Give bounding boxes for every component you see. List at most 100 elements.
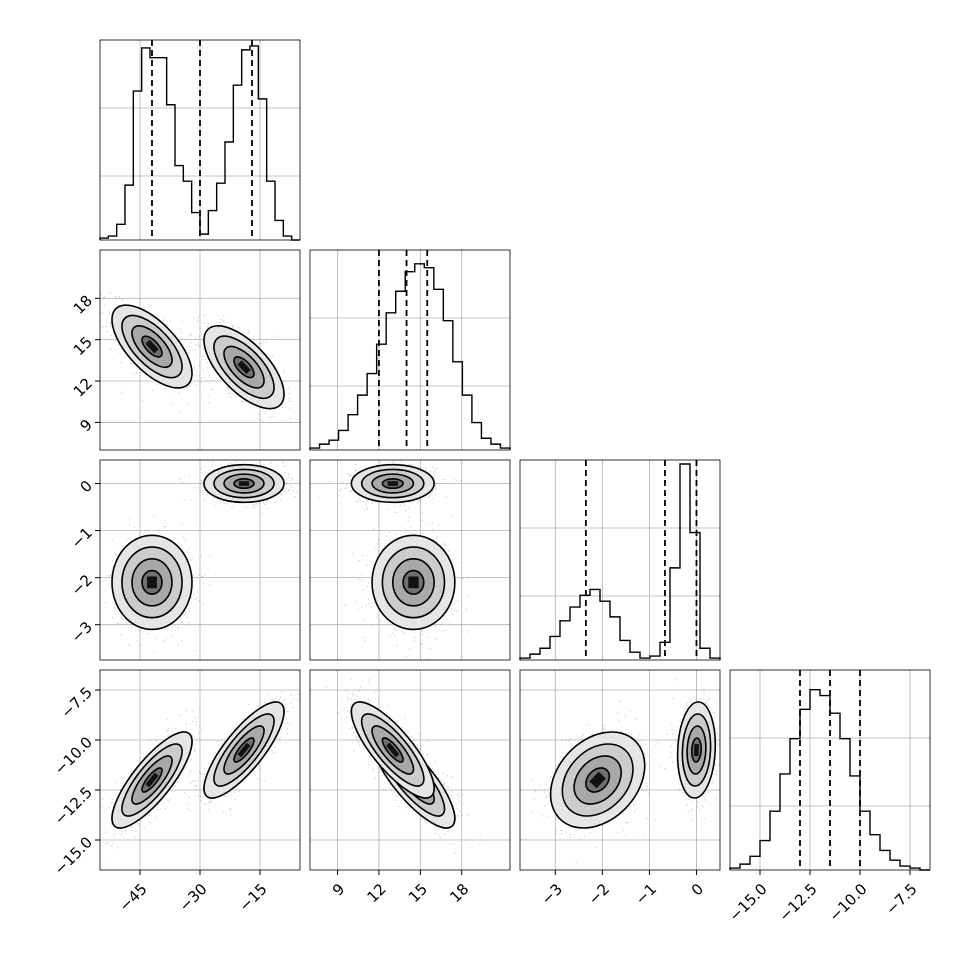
contour-line — [213, 468, 275, 499]
x-tick-label: −2 — [585, 880, 613, 908]
x-tick-label: 12 — [363, 880, 389, 906]
scatter-panel-0-3 — [99, 669, 301, 871]
contour-line — [360, 713, 425, 787]
contour-line — [371, 725, 415, 775]
contour-line — [381, 478, 404, 490]
panel-frame — [729, 669, 931, 871]
contour-line — [350, 701, 435, 799]
contour-line — [690, 737, 702, 763]
x-tick-label: −45 — [116, 880, 151, 915]
x-tick-label: −1 — [632, 880, 660, 908]
contour-line — [141, 335, 163, 358]
contour-line — [111, 304, 193, 389]
contour-line — [233, 356, 255, 379]
contour-line — [391, 558, 435, 607]
contour-line — [233, 478, 255, 490]
panel-frame — [309, 249, 511, 451]
contour-line — [121, 743, 183, 817]
contour-line — [131, 755, 173, 805]
density-peak — [408, 576, 419, 589]
contour-line — [111, 534, 193, 631]
contour-line — [676, 701, 717, 799]
density-peak — [237, 360, 251, 375]
contour-line — [381, 546, 446, 619]
x-tick-label: −15 — [236, 880, 271, 915]
x-tick-label: −7.5 — [882, 880, 920, 918]
contour-line — [573, 755, 622, 805]
panel-frame — [99, 459, 301, 661]
contour-line — [111, 731, 193, 829]
contour-line — [131, 325, 173, 369]
contour-line — [223, 725, 265, 775]
contour-line — [360, 468, 425, 499]
x-tick-label: −10.0 — [826, 880, 871, 925]
contour-line — [371, 534, 456, 631]
x-tick-label: −15.0 — [726, 880, 771, 925]
y-tick-label: 18 — [70, 292, 96, 318]
contour-line — [549, 731, 646, 829]
histogram-2 — [519, 463, 721, 660]
contour-line — [121, 314, 183, 379]
x-tick-label: 0 — [688, 880, 707, 899]
panel-frame — [309, 669, 511, 871]
contour-line — [141, 569, 163, 595]
panel-frame — [309, 459, 511, 661]
y-tick-label: −7.5 — [58, 683, 96, 721]
contour-line — [203, 463, 285, 504]
x-tick-label: −30 — [176, 880, 211, 915]
y-tick-label: 0 — [77, 477, 96, 496]
panel-frame — [99, 39, 301, 241]
contour-line — [381, 737, 404, 763]
density-peak — [145, 339, 159, 354]
contour-line — [131, 558, 173, 607]
contour-line — [223, 345, 265, 389]
contour-line — [213, 335, 275, 400]
contour-line — [686, 725, 707, 775]
panel-frame — [519, 459, 721, 661]
contour-line — [213, 713, 275, 787]
density-peak — [693, 743, 700, 757]
scatter-panel-2-3 — [519, 669, 721, 871]
panel-frame — [519, 669, 721, 871]
contour-line — [203, 325, 285, 410]
hist-panel-0 — [99, 39, 301, 241]
y-tick-label: −10.0 — [51, 733, 96, 778]
y-tick-label: 9 — [77, 416, 96, 435]
panel-frame — [99, 249, 301, 451]
contour-line — [371, 473, 415, 494]
y-tick-label: −12.5 — [51, 783, 96, 828]
contour-line — [121, 546, 183, 619]
density-peak — [589, 771, 606, 789]
y-tick-label: 12 — [70, 374, 96, 400]
y-tick-label: −3 — [68, 618, 96, 646]
hist-panel-1 — [309, 249, 511, 451]
histogram-1 — [309, 263, 511, 450]
contour-line — [141, 767, 163, 793]
contour-line — [402, 569, 425, 595]
density-peak — [145, 772, 159, 788]
contour-line — [585, 767, 611, 793]
contour-line — [561, 743, 634, 817]
hist-panel-3 — [729, 669, 931, 871]
contour-line — [203, 701, 285, 799]
density-peak — [387, 481, 398, 486]
hist-panel-2 — [519, 459, 721, 661]
density-peak — [239, 481, 249, 486]
density-peak — [147, 576, 157, 589]
density-peak — [237, 742, 251, 758]
x-tick-label: 15 — [405, 880, 431, 906]
scatter-panel-1-3 — [309, 669, 511, 871]
scatter-panel-0-2 — [99, 459, 301, 661]
y-tick-label: −1 — [68, 524, 96, 552]
y-tick-label: −15.0 — [51, 833, 96, 878]
x-tick-label: −3 — [538, 880, 566, 908]
contour-line — [681, 713, 712, 787]
x-tick-label: 9 — [329, 880, 348, 899]
x-tick-label: −12.5 — [776, 880, 821, 925]
x-tick-label: 18 — [446, 880, 472, 906]
contour-line — [350, 463, 435, 504]
scatter-panel-1-2 — [309, 459, 511, 661]
density-peak — [386, 742, 400, 758]
contour-line — [223, 473, 265, 494]
